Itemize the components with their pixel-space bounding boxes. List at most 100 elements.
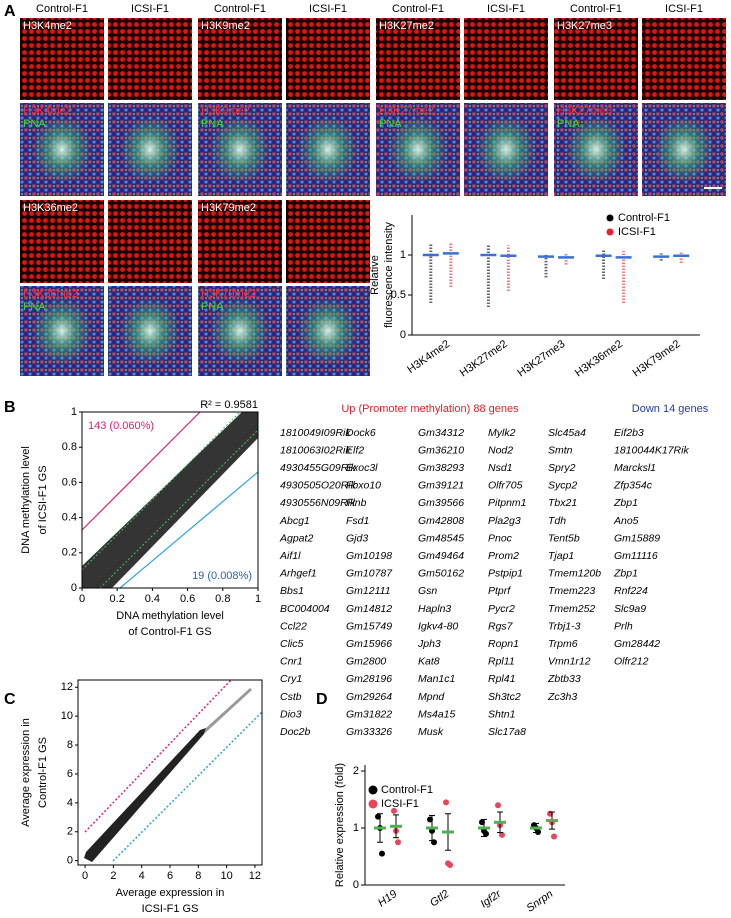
gene: Hapln3 [418,603,451,615]
gene: Bbs1 [280,585,304,597]
gene: Trbj1-3 [548,620,581,632]
gene: Gsn [418,585,437,597]
tubule [298,115,358,184]
threshold-line [81,411,201,531]
gene: Pnoc [488,532,513,544]
column-header: ICSI-F1 [665,3,703,15]
x-axis-label: DNA methylation level [116,610,224,622]
gene: Gm15749 [346,620,392,632]
gene: Fsd1 [346,515,369,527]
y-tick-label: 0 [67,855,73,867]
annotation: R² = 0.9581 [200,399,258,411]
micrograph [286,18,370,100]
y-axis-label: Control-F1 GS [37,737,49,808]
gene: Gm38293 [418,462,464,474]
point-cloud [82,412,258,588]
x-tick-label: Igf2r [478,887,504,910]
gene: Prlh [614,620,633,632]
gene: Zbp1 [613,497,638,509]
gene: Ano5 [613,515,639,527]
point [391,807,397,814]
x-tick-label: Gtl2 [428,888,451,909]
gene: Gm28442 [614,638,660,650]
gene: Flnb [346,497,367,509]
point [379,850,385,857]
threshold-line [84,679,232,833]
gene: Man1c1 [418,673,455,685]
gene: Agpat2 [279,532,313,544]
gene: Fbxo10 [346,480,381,492]
gene: Zbp1 [613,568,638,580]
tubule [32,115,92,184]
tubule [210,115,270,184]
gene: 4930556N09Rik [280,497,356,509]
gene: Rpl11 [488,656,515,668]
x-tick-label: 1 [255,593,261,605]
fit-line [99,429,259,589]
gene: Igkv4-80 [418,620,458,632]
gene: Musk [418,726,444,738]
tubule [210,297,270,365]
gene: Pitpnm1 [488,497,527,509]
legend-label: Control-F1 [381,784,433,796]
gene: Gm31822 [346,708,392,720]
y-tick-label: 1 [353,822,359,834]
tubule [566,115,626,184]
gene: Zbtb33 [547,673,581,685]
gene: Olfr705 [488,480,523,492]
counterstain-label: PNA [379,118,402,130]
gene: Nsd1 [488,462,513,474]
gene: Ms4a15 [418,708,456,720]
y-axis-label: fluorescence intensity [383,222,395,328]
x-tick-label: 8 [195,870,201,882]
micrograph [20,18,104,100]
y-tick-label: 0.6 [62,476,77,488]
gene: Gm10787 [346,568,393,580]
gene: Sh3tc2 [488,691,521,703]
gene: Gm15889 [614,532,660,544]
gene: Eif2b3 [614,427,644,439]
point-cloud [204,688,252,734]
gene: Tmem252 [548,603,595,615]
gene: Nod2 [488,444,513,456]
gene: Doc2b [280,726,311,738]
gene: Arhgef1 [279,568,317,580]
legend-label: ICSI-F1 [381,798,419,810]
gene: Tbx21 [548,497,577,509]
micrograph [286,200,370,283]
column-header: Control-F1 [392,3,444,15]
plot-frame [81,411,259,589]
gene: Gm34312 [418,427,464,439]
threshold-line [112,711,263,862]
gene: Olfr212 [614,656,649,668]
x-tick-label: H3K27me3 [515,338,567,379]
gene: Slc17a8 [488,726,526,738]
gene: Marcksl1 [614,462,656,474]
gene: Gm50162 [418,568,464,580]
y-tick-label: 6 [67,768,73,780]
panel-label: C [4,691,16,708]
gene: Vmn1r12 [548,656,591,668]
gene: Gm36210 [418,444,464,456]
gene: 4930505O20Rik [280,480,357,492]
stain-label: H3K79me2 [201,202,256,214]
gene: Dio3 [280,708,302,720]
y-tick-label: 1 [400,249,406,261]
tubule [476,115,536,184]
stain-label: H3K9me2 [201,20,250,32]
point [443,799,449,806]
gene: Abcg1 [279,515,310,527]
y-tick-label: 10 [61,710,73,722]
x-tick-label: H19 [376,888,399,909]
gene: Gm10198 [346,550,392,562]
gene: Gm14812 [346,603,392,615]
stain-label: H3K4me2 [23,105,72,117]
gene: Gjd3 [346,532,368,544]
x-tick-label: Snrpn [524,888,555,915]
gene: 1810044K17Rik [614,444,689,456]
counterstain-label: PNA [23,301,46,313]
gene: Prom2 [488,550,519,562]
x-axis-label: of Control-F1 GS [128,626,211,638]
gene: Ccl22 [280,620,307,632]
